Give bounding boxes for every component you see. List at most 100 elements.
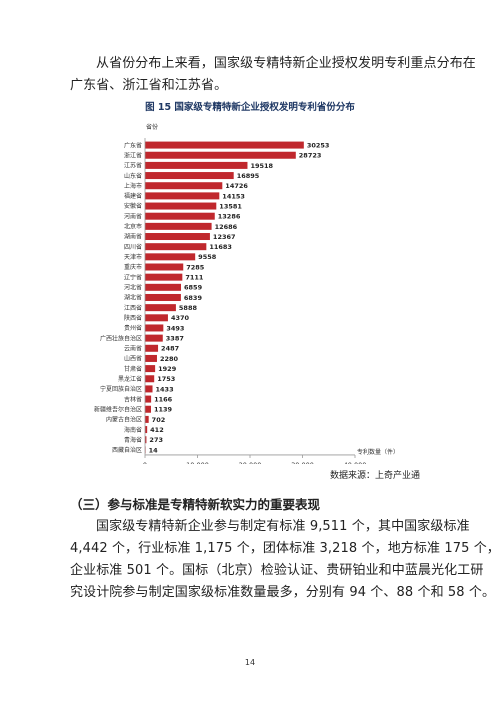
bar: [145, 141, 304, 149]
category-label: 安徽省: [124, 202, 142, 210]
category-label: 吉林省: [124, 395, 142, 403]
data-label: 702: [152, 416, 166, 424]
category-label: 辽宁省: [124, 273, 142, 281]
data-label: 14726: [225, 182, 248, 190]
category-label: 贵州省: [124, 324, 142, 332]
data-label: 11683: [209, 243, 232, 251]
bar: [145, 283, 182, 291]
data-label: 412: [150, 426, 164, 434]
figure-title: 图 15 国家级专精特新企业授权发明专利省份分布: [145, 102, 355, 113]
category-label: 江西省: [124, 304, 142, 312]
bar: [145, 182, 223, 190]
data-label: 1433: [156, 385, 174, 393]
category-label: 湖北省: [124, 294, 142, 302]
body-paragraph: 国家级专精特新企业参与制定有标准 9,511 个，其中国家级标准 4,442 个…: [70, 516, 500, 604]
data-label: 6859: [184, 284, 203, 292]
bar: [145, 212, 215, 220]
bar: [145, 243, 207, 251]
body-line-3: 企业标准 501 个。国标（北京）检验认证、贵研铂业和中蓝晨光化工研: [70, 563, 484, 578]
data-label: 14: [149, 446, 159, 454]
intro-line-2: 广东省、浙江省和江苏省。: [70, 78, 228, 93]
bar: [145, 375, 155, 383]
bar: [145, 202, 217, 210]
category-label: 上海市: [124, 182, 142, 190]
data-label: 1753: [157, 375, 175, 383]
intro-line-1: 从省份分布上来看，国家级专精特新企业授权发明专利重点分布在: [96, 56, 476, 71]
body-line-2: 4,442 个，行业标准 1,175 个，团体标准 3,218 个，地方标准 1…: [70, 541, 500, 556]
bar: [145, 263, 184, 271]
data-label: 1139: [154, 406, 173, 414]
data-label: 7285: [186, 263, 205, 271]
data-label: 3493: [166, 324, 184, 332]
category-label: 河北省: [124, 284, 142, 292]
bar: [145, 324, 164, 332]
category-label: 湖南省: [124, 233, 142, 241]
bar: [145, 426, 148, 434]
category-label: 北京市: [124, 223, 142, 231]
category-label: 宁夏回族自治区: [100, 385, 142, 393]
category-label: 西藏自治区: [112, 446, 142, 454]
category-label: 青海省: [124, 436, 142, 444]
data-label: 2280: [160, 355, 179, 363]
category-label: 山西省: [124, 355, 142, 363]
section-heading: （三）参与标准是专精特新软实力的重要表现: [70, 497, 321, 512]
bar: [145, 273, 183, 281]
data-label: 16895: [237, 172, 260, 180]
category-label: 四川省: [124, 243, 142, 251]
bar: [145, 192, 220, 200]
category-label: 重庆市: [124, 263, 142, 271]
data-label: 5888: [179, 304, 198, 312]
category-label: 甘肃省: [124, 365, 142, 373]
data-label: 2487: [161, 345, 179, 353]
data-label: 9558: [198, 253, 217, 261]
y-axis-label: 省份: [146, 123, 158, 131]
bar: [145, 365, 156, 373]
bar: [145, 172, 234, 180]
category-label: 新疆维吾尔自治区: [94, 405, 142, 413]
data-label: 6839: [184, 294, 203, 302]
data-label: 28723: [299, 152, 322, 160]
bar: [145, 344, 159, 352]
data-label: 14153: [222, 192, 245, 200]
category-label: 河南省: [124, 212, 142, 220]
category-label: 海南省: [124, 426, 142, 434]
body-line-4: 究设计院参与制定国家级标准数量最多，分别有 94 个、88 个和 58 个。: [70, 585, 496, 600]
x-tick-label: 20,000: [239, 461, 262, 464]
bar: [145, 385, 153, 393]
category-label: 黑龙江省: [118, 375, 142, 383]
data-label: 1166: [154, 395, 173, 403]
bar: [145, 233, 210, 241]
category-label: 天津市: [124, 253, 142, 261]
x-tick-label: 40,000: [344, 461, 367, 464]
bar: [145, 304, 176, 312]
bar: [145, 354, 157, 362]
category-label: 山东省: [124, 172, 142, 180]
category-label: 云南省: [124, 344, 142, 352]
category-label: 江苏省: [124, 162, 142, 170]
x-tick-label: 0: [143, 461, 147, 464]
bar: [145, 151, 296, 159]
page-number: 14: [244, 658, 256, 667]
category-label: 广东省: [124, 141, 142, 149]
bar: [145, 222, 212, 230]
category-label: 福建省: [124, 192, 142, 200]
bar: [145, 334, 163, 342]
category-label: 陕西省: [124, 314, 142, 322]
data-label: 273: [149, 436, 163, 444]
data-label: 1929: [158, 365, 177, 373]
data-label: 13581: [219, 202, 242, 210]
x-axis-label: 专利数量（件）: [357, 448, 399, 456]
data-label: 12686: [215, 223, 238, 231]
data-label: 30253: [307, 141, 330, 149]
figure-source: 数据来源：上奇产业通: [330, 471, 421, 481]
data-label: 4370: [171, 314, 190, 322]
bar: [145, 395, 152, 403]
data-label: 7111: [185, 274, 204, 282]
bar: [145, 293, 181, 301]
category-label: 浙江省: [124, 151, 142, 159]
category-label: 内蒙古自治区: [106, 416, 142, 424]
data-label: 19518: [250, 162, 273, 170]
body-line-1: 国家级专精特新企业参与制定有标准 9,511 个，其中国家级标准: [96, 519, 470, 534]
bar: [145, 436, 147, 444]
